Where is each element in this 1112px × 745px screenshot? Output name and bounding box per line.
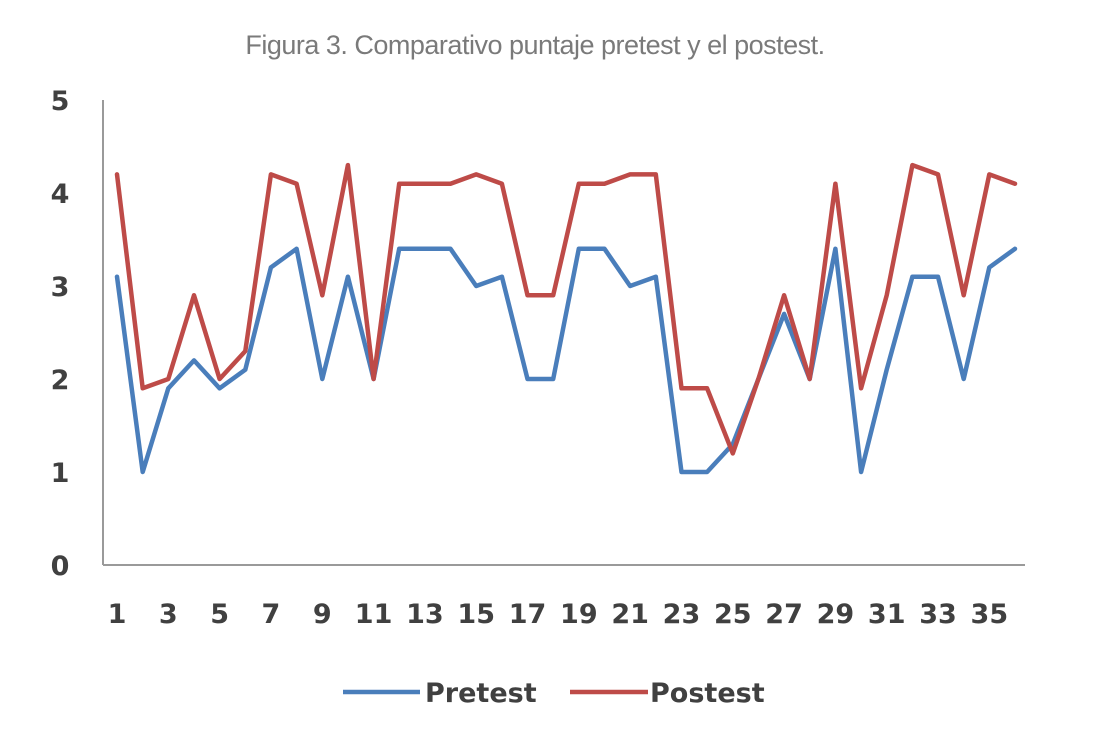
x-tick-label: 33 [919, 599, 957, 630]
series-line-pretest [114, 246, 1018, 475]
x-tick-label: 3 [159, 599, 178, 630]
x-tick-label: 5 [210, 599, 229, 630]
series-line-postest [114, 162, 1018, 456]
x-tick-label: 9 [313, 599, 332, 630]
x-tick-label: 13 [406, 599, 444, 630]
x-tick-label: 27 [765, 599, 803, 630]
x-tick-label: 1 [108, 599, 127, 630]
y-tick-label: 0 [51, 551, 70, 582]
x-axis-tick-labels: 1 3 5 7 9 11 13 15 17 19 21 23 25 27 29 31 33 35 [108, 599, 1009, 630]
x-tick-label: 23 [663, 599, 701, 630]
x-tick-label: 25 [714, 599, 752, 630]
x-tick-label: 17 [509, 599, 547, 630]
x-tick-label: 11 [355, 599, 393, 630]
y-tick-label: 3 [51, 272, 70, 303]
legend-label-pretest: Pretest [425, 678, 537, 709]
x-tick-label: 15 [457, 599, 495, 630]
chart-title: Figura 3. Comparativo puntaje pretest y … [245, 30, 825, 60]
legend-label-postest: Postest [650, 678, 765, 709]
x-tick-label: 21 [611, 599, 649, 630]
x-tick-label: 31 [868, 599, 906, 630]
x-tick-label: 35 [971, 599, 1009, 630]
y-tick-label: 2 [51, 365, 70, 396]
y-tick-label: 1 [51, 458, 70, 489]
x-tick-label: 29 [817, 599, 855, 630]
axes [102, 100, 1025, 566]
series-lines [114, 162, 1018, 475]
y-tick-label: 5 [51, 86, 70, 117]
y-tick-label: 4 [51, 179, 70, 210]
x-tick-label: 7 [262, 599, 281, 630]
x-tick-label: 19 [560, 599, 598, 630]
y-axis-tick-labels: 0 1 2 3 4 5 [51, 86, 70, 582]
legend: Pretest Postest [343, 678, 765, 709]
